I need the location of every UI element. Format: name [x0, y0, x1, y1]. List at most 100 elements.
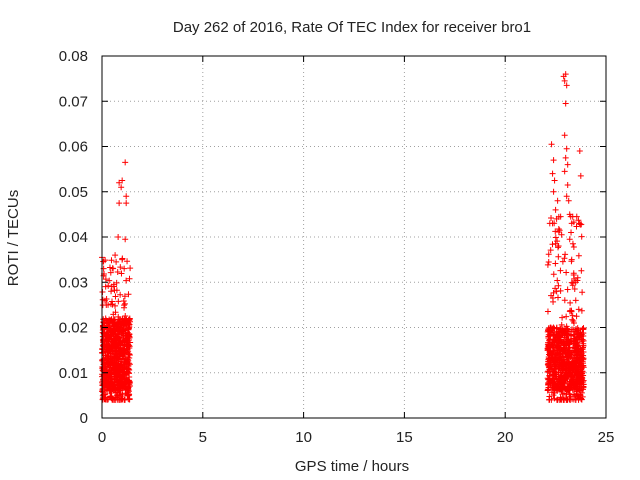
y-tick-label: 0.06	[59, 139, 88, 156]
data-point	[575, 252, 582, 259]
x-tick-label: 15	[396, 429, 413, 446]
data-point	[546, 336, 553, 343]
data-point	[102, 283, 109, 290]
data-point	[103, 387, 110, 394]
data-point	[566, 352, 573, 359]
data-point	[553, 331, 560, 338]
data-point	[567, 307, 574, 314]
data-point	[568, 220, 575, 227]
data-point	[123, 277, 130, 284]
data-point	[125, 396, 132, 403]
data-point	[551, 220, 558, 227]
data-point	[557, 267, 564, 274]
data-point	[576, 148, 583, 155]
data-point	[118, 184, 125, 191]
data-point	[548, 141, 555, 148]
data-point	[580, 356, 587, 363]
data-point	[549, 241, 556, 248]
data-point	[106, 383, 113, 390]
data-point	[555, 344, 562, 351]
data-point	[548, 214, 555, 221]
data-point	[578, 307, 585, 314]
data-point	[578, 233, 585, 240]
data-point	[124, 346, 131, 353]
data-point	[557, 287, 564, 294]
data-point	[551, 177, 558, 184]
data-point	[105, 353, 112, 360]
data-point	[553, 215, 560, 222]
data-point	[547, 247, 554, 254]
data-point	[577, 360, 584, 367]
data-point	[99, 327, 106, 334]
data-point	[112, 293, 119, 300]
data-point	[105, 358, 112, 365]
data-point	[115, 298, 122, 305]
data-point	[124, 335, 131, 342]
data-point	[566, 355, 573, 362]
data-point	[126, 382, 133, 389]
data-point	[106, 335, 113, 342]
data-point	[114, 378, 121, 385]
data-point	[122, 380, 129, 387]
data-point	[568, 332, 575, 339]
data-point	[122, 361, 129, 368]
data-point	[108, 288, 115, 295]
data-point	[547, 333, 554, 340]
data-point	[103, 295, 110, 302]
data-point	[577, 366, 584, 373]
data-point	[562, 100, 569, 107]
data-point	[566, 236, 573, 243]
data-point	[549, 170, 556, 177]
data-point	[549, 377, 556, 384]
x-tick-label: 5	[199, 429, 207, 446]
data-point	[109, 380, 116, 387]
data-point	[124, 357, 131, 364]
data-point	[555, 373, 562, 380]
data-point	[121, 293, 128, 300]
data-point	[545, 251, 552, 258]
data-point	[127, 265, 134, 272]
data-point	[564, 161, 571, 168]
data-point	[567, 378, 574, 385]
data-point	[580, 330, 587, 337]
data-point	[546, 373, 553, 380]
data-point	[123, 193, 130, 200]
data-point	[124, 258, 131, 265]
ticks-layer: 0 5 10 15 20 25 0 0.01 0.02 0.03 0.04 0.05 0.06 0.07 0…	[59, 48, 615, 446]
data-point	[552, 285, 559, 292]
data-point	[563, 82, 570, 89]
data-point	[574, 346, 581, 353]
data-point	[561, 77, 568, 84]
data-point	[575, 392, 582, 399]
data-point	[569, 240, 576, 247]
data-point	[550, 298, 557, 305]
data-point	[107, 269, 114, 276]
data-point	[112, 363, 119, 370]
data-point	[113, 258, 120, 265]
data-point	[564, 181, 571, 188]
data-point	[548, 329, 555, 336]
data-point	[548, 350, 555, 357]
data-point	[569, 282, 576, 289]
data-point	[105, 322, 112, 329]
data-point	[554, 238, 561, 245]
data-point	[545, 379, 552, 386]
data-point	[559, 347, 566, 354]
grid-layer	[102, 56, 606, 418]
data-point	[117, 361, 124, 368]
data-point	[569, 347, 576, 354]
data-point	[561, 168, 568, 175]
data-point	[122, 390, 129, 397]
data-point	[557, 396, 564, 403]
data-point	[561, 360, 568, 367]
data-point	[562, 251, 569, 258]
x-tick-label: 0	[98, 429, 106, 446]
data-point	[122, 236, 129, 243]
data-point	[550, 188, 557, 195]
data-point	[562, 71, 569, 78]
data-point	[99, 302, 106, 309]
data-point	[103, 341, 110, 348]
data-point	[126, 352, 133, 359]
y-tick-label: 0.08	[59, 48, 88, 65]
data-point	[122, 159, 129, 166]
